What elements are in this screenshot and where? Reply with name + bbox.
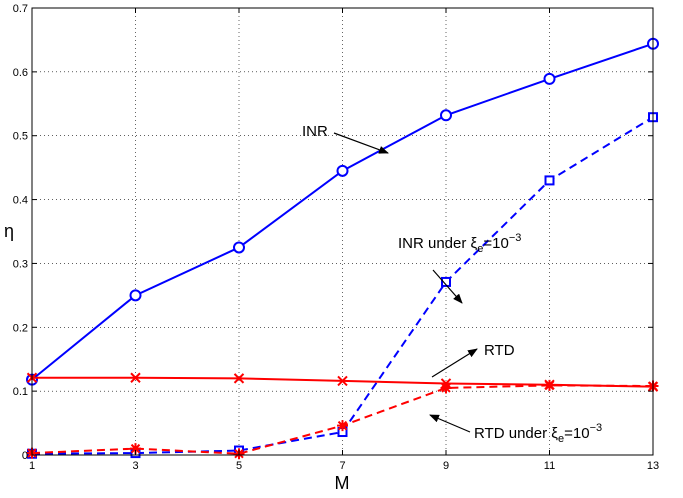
point-rtd_xi — [130, 443, 141, 455]
y-tick-label: 0.2 — [13, 322, 28, 334]
y-tick-label: 0.3 — [13, 258, 28, 270]
y-axis-label: η — [4, 221, 14, 241]
annotation-inr-xi-mid: =10 — [483, 235, 508, 252]
y-tick-label: 0.4 — [13, 195, 28, 207]
y-tick-label: 0.6 — [13, 67, 28, 79]
point-rtd_xi — [440, 382, 452, 394]
annotation-rtd-xi-sub: e — [558, 433, 564, 445]
x-tick-label: 3 — [132, 460, 138, 472]
point-inr_xi — [544, 175, 555, 186]
point-inr — [543, 72, 556, 85]
x-tick-label: 7 — [339, 460, 345, 472]
x-tick-label: 5 — [236, 460, 242, 472]
x-tick-label: 11 — [544, 460, 555, 472]
annotation-rtd: RTD — [484, 342, 515, 359]
annotation-rtd-xi-main: RTD under ξ — [474, 425, 558, 442]
x-tick-label: 1 — [29, 460, 35, 472]
point-inr — [233, 241, 245, 254]
point-rtd — [233, 373, 245, 384]
point-rtd_xi — [337, 420, 348, 432]
arrow-inr — [333, 132, 389, 154]
annotation-rtd-xi-mid: =10 — [564, 425, 589, 442]
point-inr — [129, 289, 142, 302]
point-rtd — [337, 375, 348, 387]
y-tick-label: 0.5 — [13, 131, 28, 143]
point-rtd_xi — [544, 379, 555, 391]
annotation-inr-xi-sup: −3 — [509, 232, 522, 244]
point-rtd — [130, 372, 141, 383]
x-tick-label: 13 — [647, 460, 659, 472]
annotations: INR INR under ξe=10−3 RTD RTD under ξe=1… — [302, 123, 602, 445]
point-inr_xi — [441, 276, 451, 287]
point-inr — [440, 109, 452, 122]
annotation-inr-xi-main: INR under ξ — [398, 235, 478, 252]
annotation-inr: INR — [302, 123, 328, 140]
arrow-rtd — [431, 348, 478, 378]
annotation-rtd-xi-sup: −3 — [590, 422, 603, 434]
y-tick-label: 0 — [22, 450, 28, 462]
annotation-inr-xi: INR under ξe=10−3 — [398, 232, 521, 255]
annotation-rtd-xi: RTD under ξe=10−3 — [474, 422, 602, 445]
series-layer — [26, 37, 659, 460]
point-inr — [336, 164, 349, 177]
ticks — [31, 7, 654, 456]
y-tick-label: 0.1 — [13, 386, 28, 398]
arrow-inr-xi — [432, 269, 463, 304]
x-axis-label: M — [335, 473, 350, 493]
y-tick-label: 0.7 — [13, 3, 28, 15]
annotation-inr-xi-sub: e — [477, 243, 483, 255]
arrow-rtd-xi — [429, 414, 471, 433]
x-tick-label: 9 — [443, 460, 449, 472]
